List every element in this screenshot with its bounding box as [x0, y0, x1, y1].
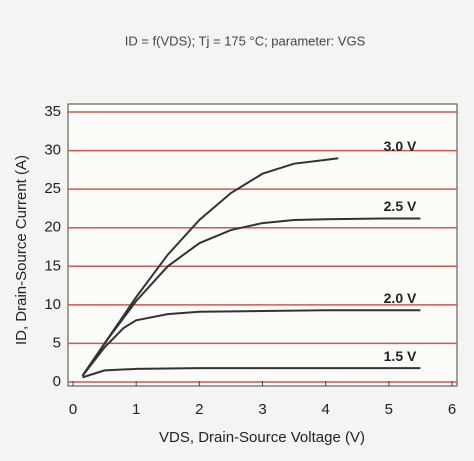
- series-label: 2.5 V: [384, 198, 417, 214]
- series-line: [81, 309, 421, 377]
- y-tick-label: 15: [44, 257, 61, 274]
- y-tick-label: 35: [44, 103, 61, 120]
- series-line: [81, 157, 339, 377]
- x-tick-label: 2: [195, 401, 203, 418]
- y-axis-label: ID, Drain-Source Current (A): [13, 155, 30, 345]
- y-tick-label: 5: [53, 334, 61, 351]
- x-tick-label: 3: [258, 401, 266, 418]
- y-tick-label: 0: [53, 373, 61, 390]
- series-line: [81, 217, 421, 377]
- y-tick-label: 10: [44, 296, 61, 313]
- x-tick-label: 6: [448, 401, 456, 418]
- x-tick-label: 5: [385, 401, 393, 418]
- series-line: [82, 367, 421, 379]
- x-tick-label: 4: [321, 401, 329, 418]
- x-tick-label: 0: [69, 401, 77, 418]
- x-tick-label: 1: [132, 401, 140, 418]
- x-axis-label: VDS, Drain-Source Voltage (V): [159, 429, 365, 446]
- y-tick-label: 25: [44, 180, 61, 197]
- y-tick-label: 20: [44, 219, 61, 236]
- series-label: 3.0 V: [384, 138, 417, 154]
- series-label: 1.5 V: [384, 348, 417, 364]
- y-tick-label: 30: [44, 142, 61, 159]
- chart-title: ID = f(VDS); Tj = 175 °C; parameter: VGS: [125, 33, 366, 48]
- series-label: 2.0 V: [384, 290, 417, 306]
